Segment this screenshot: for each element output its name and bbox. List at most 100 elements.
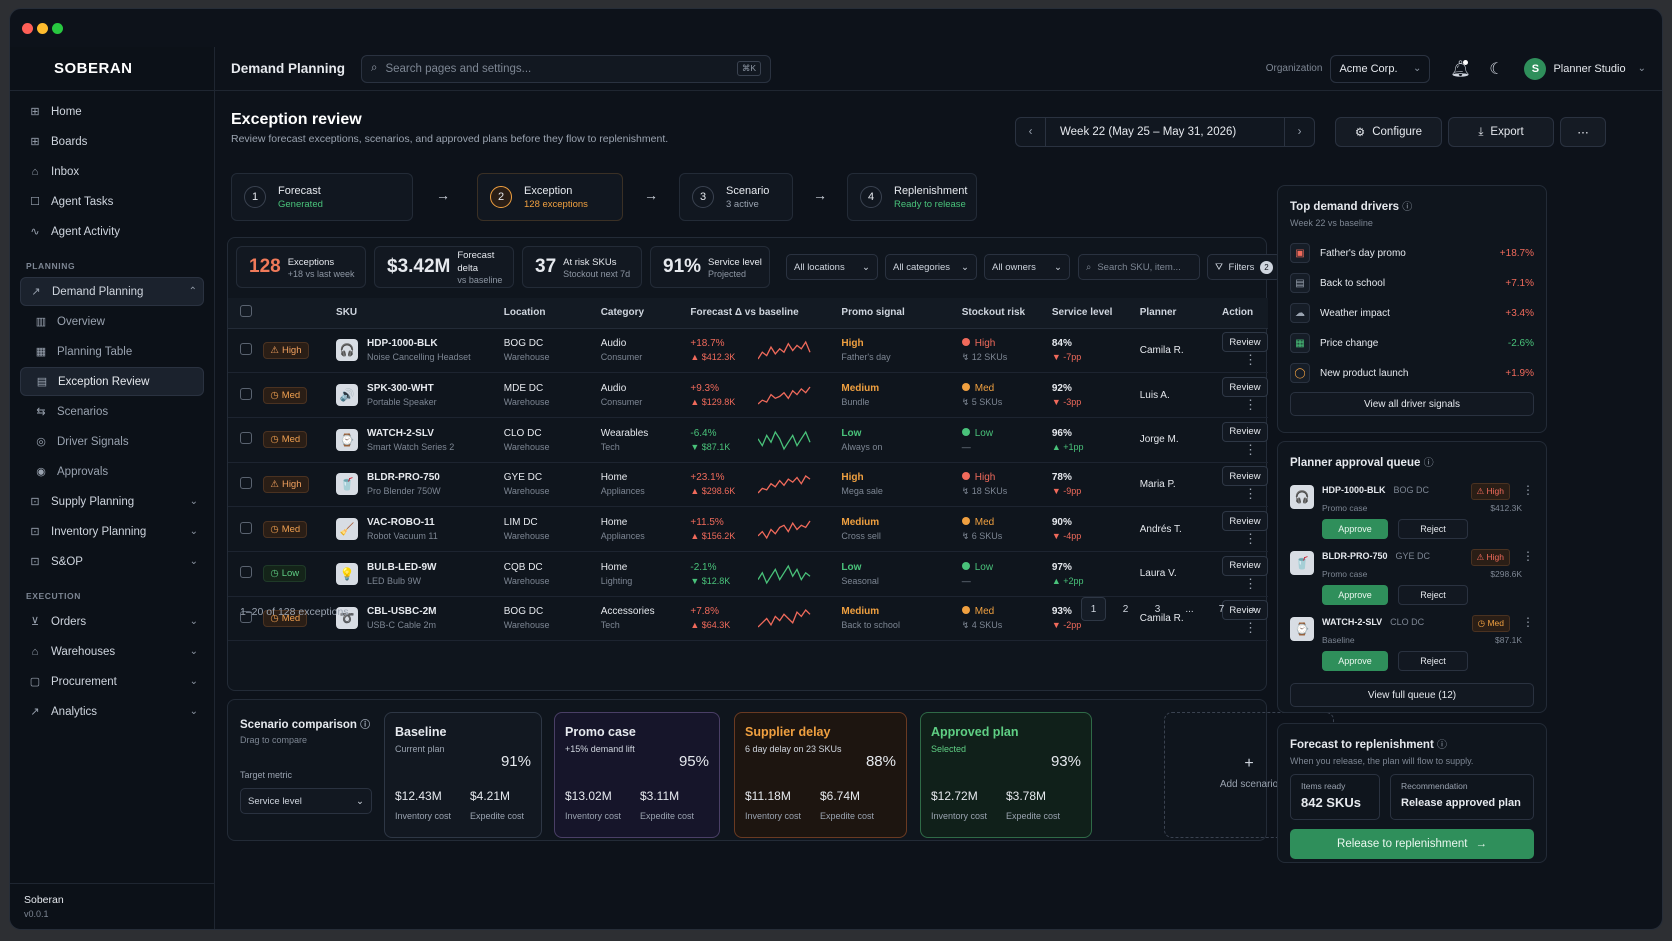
sidebar-item-warehouses[interactable]: ⌂ Warehouses ⌄ (20, 637, 204, 666)
review-button[interactable]: Review (1222, 555, 1268, 576)
location-filter[interactable]: All locations ⌄ (786, 254, 878, 280)
step-forecast[interactable]: 1 Forecast Generated (231, 173, 413, 221)
sku-code[interactable]: VAC-ROBO-11 (367, 517, 435, 529)
select-all-checkbox[interactable] (228, 298, 264, 329)
col-forecast[interactable]: Forecast Δ vs baseline (680, 298, 832, 329)
row-checkbox[interactable] (240, 342, 252, 355)
org-select[interactable]: Acme Corp. ⌄ (1330, 54, 1431, 83)
more-options-button[interactable]: ⋯ (1560, 117, 1606, 147)
more-vertical-icon[interactable]: ⋮ (1244, 352, 1257, 368)
moon-icon[interactable]: ☾ (1489, 60, 1504, 78)
maximize-window-button[interactable] (52, 23, 63, 34)
table-row[interactable]: ⚠ High 🥤 BLDR-PRO-750 Pro Blender 750W GYE … (228, 462, 1268, 508)
col-promo[interactable]: Promo signal (831, 298, 952, 329)
reject-button[interactable]: Reject (1398, 651, 1468, 671)
info-icon[interactable]: ⓘ (1437, 740, 1447, 751)
more-vertical-icon[interactable]: ⋮ (1244, 575, 1257, 591)
more-vertical-icon[interactable]: ⋮ (1244, 486, 1257, 502)
scenario-card[interactable]: Supplier delay 6 day delay on 23 SKUs 88… (734, 712, 907, 838)
sku-code[interactable]: SPK-300-WHT (367, 383, 434, 395)
table-row[interactable]: ◷ Med ➰ CBL-USBC-2M USB-C Cable 2m BOG DC Wa… (228, 596, 1268, 642)
info-icon[interactable]: ⓘ (1423, 458, 1434, 469)
chevron-down-icon[interactable]: ⌄ (1637, 63, 1646, 74)
sidebar-item-exception-review[interactable]: ▤ Exception Review (20, 367, 204, 396)
scenario-card[interactable]: Approved plan Selected 93% $12.72M Invent… (920, 712, 1092, 838)
table-row[interactable]: ◷ Med 🧹 VAC-ROBO-11 Robot Vacuum 11 LIM DC W… (228, 506, 1268, 552)
approve-button[interactable]: Approve (1322, 585, 1388, 605)
approve-button[interactable]: Approve (1322, 519, 1388, 539)
sidebar-item-planning-table[interactable]: ▦ Planning Table (20, 337, 204, 366)
col-location[interactable]: Location (493, 298, 591, 329)
sidebar-item-agent-tasks[interactable]: ☐ Agent Tasks (20, 187, 204, 216)
chevron-left-icon[interactable]: ‹ (1016, 118, 1046, 146)
driver-item[interactable]: ☁ Weather impact +3.4% (1290, 298, 1534, 328)
info-icon[interactable]: ⓘ (1402, 202, 1413, 213)
sku-code[interactable]: CBL-USBC-2M (367, 606, 437, 618)
avatar[interactable]: S (1524, 57, 1547, 80)
sku-code[interactable]: BLDR-PRO-750 (367, 472, 440, 484)
sku-code[interactable]: HDP-1000-BLK (367, 338, 438, 350)
sidebar-item-home[interactable]: ⊞ Home (20, 97, 204, 126)
view-all-drivers-button[interactable]: View all driver signals (1290, 392, 1534, 416)
sidebar-item-agent-activity[interactable]: ∿ Agent Activity (20, 217, 204, 246)
minimize-window-button[interactable] (37, 23, 48, 34)
sku-code[interactable]: WATCH-2-SLV (367, 427, 434, 439)
sidebar-item-analytics[interactable]: ↗ Analytics ⌄ (20, 697, 204, 726)
sidebar-item-scenarios[interactable]: ⇆ Scenarios (20, 397, 204, 426)
step-exception[interactable]: 2 Exception 128 exceptions (477, 173, 623, 221)
review-button[interactable]: Review (1222, 511, 1268, 532)
view-full-queue-button[interactable]: View full queue (12) (1290, 683, 1534, 707)
close-window-button[interactable] (22, 23, 33, 34)
col-planner[interactable]: Planner (1129, 298, 1212, 329)
row-checkbox[interactable] (240, 476, 252, 489)
row-checkbox[interactable] (240, 610, 252, 623)
scenario-card[interactable]: Baseline Current plan 91% $12.43M Invento… (384, 712, 542, 838)
chevron-right-icon[interactable]: › (1284, 118, 1314, 146)
chevron-right-icon[interactable]: › (1251, 603, 1256, 615)
reject-button[interactable]: Reject (1398, 519, 1468, 539)
table-row[interactable]: ◷ Low 💡 BULB-LED-9W LED Bulb 9W CQB DC Wareh… (228, 551, 1268, 597)
page-button-4[interactable]: ... (1185, 603, 1194, 615)
target-metric-select[interactable]: Service level ⌄ (240, 788, 372, 814)
review-button[interactable]: Review (1222, 421, 1268, 442)
sku-search-input[interactable]: ⌕ Search SKU, item... (1078, 254, 1200, 280)
more-vertical-icon[interactable]: ⋮ (1244, 441, 1257, 457)
release-button[interactable]: Release to replenishment → (1290, 829, 1534, 859)
review-button[interactable]: Review (1222, 466, 1268, 487)
user-name[interactable]: Planner Studio (1553, 62, 1626, 75)
filters-button[interactable]: ⛛ Filters 2 (1207, 254, 1281, 280)
more-vertical-icon[interactable]: ⋮ (1522, 615, 1534, 629)
page-button-2[interactable]: 2 (1122, 603, 1129, 615)
search-input[interactable]: ⌕ Search pages and settings... ⌘K (361, 54, 772, 83)
driver-item[interactable]: ▤ Back to school +7.1% (1290, 268, 1534, 298)
sidebar-item-overview[interactable]: ▥ Overview (20, 307, 204, 336)
more-vertical-icon[interactable]: ⋮ (1522, 549, 1534, 563)
row-checkbox[interactable] (240, 521, 252, 534)
info-icon[interactable]: ⓘ (360, 720, 371, 731)
sidebar-item-driver-signals[interactable]: ◎ Driver Signals (20, 427, 204, 456)
sidebar-item-sop[interactable]: ⊡ S&OP ⌄ (20, 547, 204, 576)
col-stockout[interactable]: Stockout risk (951, 298, 1042, 329)
sidebar-item-supply-planning[interactable]: ⊡ Supply Planning ⌄ (20, 487, 204, 516)
page-button-1[interactable]: 1 (1081, 597, 1106, 621)
reject-button[interactable]: Reject (1398, 585, 1468, 605)
page-button-3[interactable]: 3 (1154, 603, 1161, 615)
driver-item[interactable]: ▣ Father's day promo +18.7% (1290, 238, 1534, 268)
owner-filter[interactable]: All owners ⌄ (984, 254, 1070, 280)
step-replenishment[interactable]: 4 Replenishment Ready to release (847, 173, 977, 221)
row-checkbox[interactable] (240, 432, 252, 445)
driver-item[interactable]: ▦ Price change -2.6% (1290, 328, 1534, 358)
review-button[interactable]: Review (1222, 377, 1268, 398)
driver-item[interactable]: ◯ New product launch +1.9% (1290, 358, 1534, 388)
sidebar-item-procurement[interactable]: ▢ Procurement ⌄ (20, 667, 204, 696)
sidebar-item-inventory-planning[interactable]: ⊡ Inventory Planning ⌄ (20, 517, 204, 546)
review-button[interactable]: Review (1222, 332, 1268, 353)
more-vertical-icon[interactable]: ⋮ (1244, 531, 1257, 547)
row-checkbox[interactable] (240, 566, 252, 579)
configure-button[interactable]: ⚙ Configure (1335, 117, 1442, 147)
more-vertical-icon[interactable]: ⋮ (1244, 397, 1257, 413)
col-sku[interactable]: SKU (336, 298, 494, 329)
week-label[interactable]: Week 22 (May 25 – May 31, 2026) (1060, 126, 1237, 138)
more-vertical-icon[interactable]: ⋮ (1522, 483, 1534, 497)
approve-button[interactable]: Approve (1322, 651, 1388, 671)
